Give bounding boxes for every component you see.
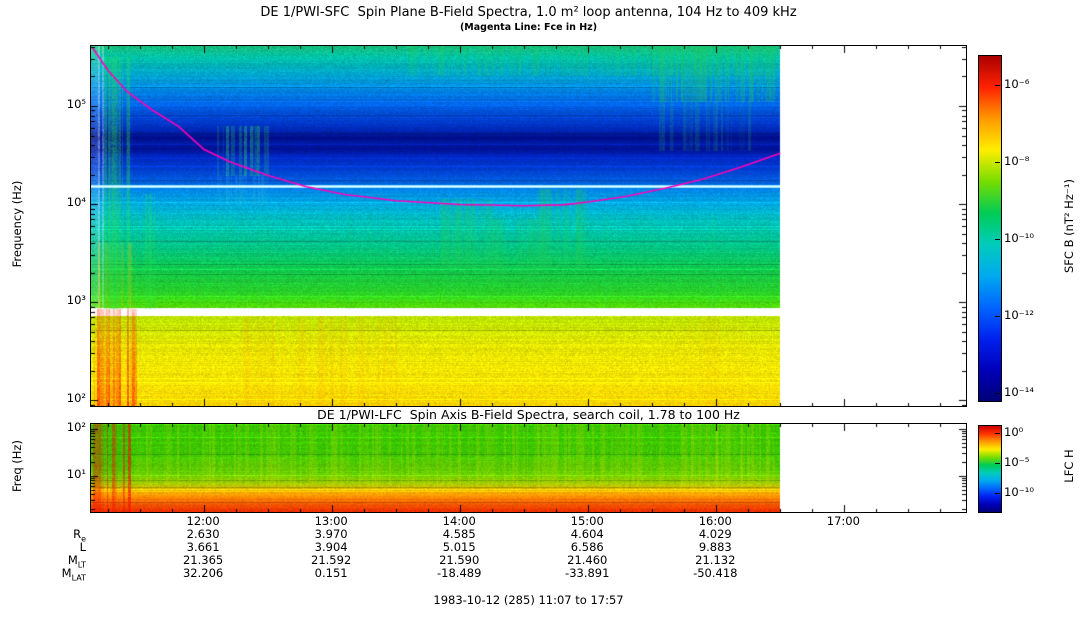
lfc-colorbar-tick — [995, 463, 1000, 464]
sfc-colorbar — [978, 55, 1002, 402]
ephemeris-value: 0.151 — [296, 567, 366, 580]
ephemeris-value: -33.891 — [552, 567, 622, 580]
sfc-colorbar-tick-label: 10⁻¹⁰ — [1004, 231, 1034, 245]
sfc-colorbar-tick — [995, 393, 1000, 394]
sfc-y-tick-label: 10⁴ — [34, 195, 86, 209]
lfc-colorbar-tick — [995, 433, 1000, 434]
lfc-spectrogram-canvas — [91, 424, 966, 512]
sfc-spectrogram-panel — [90, 45, 967, 407]
sfc-colorbar-title: SFC B (nT² Hz⁻¹) — [1062, 141, 1076, 311]
sfc-title: DE 1/PWI-SFC Spin Plane B-Field Spectra,… — [90, 5, 967, 20]
sfc-colorbar-tick-label: 10⁻⁸ — [1004, 154, 1029, 168]
sfc-y-tick-label: 10² — [34, 391, 86, 405]
sfc-y-tick-label: 10⁵ — [34, 97, 86, 111]
lfc-colorbar-tick-label: 10⁻¹⁰ — [1004, 485, 1034, 499]
lfc-y-axis-title: Freq (Hz) — [10, 426, 24, 506]
ephemeris-value: -50.418 — [680, 567, 750, 580]
lfc-title: DE 1/PWI-LFC Spin Axis B-Field Spectra, … — [90, 407, 967, 422]
ephemeris-value: 32.206 — [168, 567, 238, 580]
lfc-colorbar-tick-label: 10⁻⁵ — [1004, 455, 1029, 469]
lfc-spectrogram-panel — [90, 423, 967, 513]
lfc-y-tick-label: 10¹ — [34, 467, 86, 481]
x-tick-label: 17:00 — [813, 514, 873, 528]
sfc-colorbar-tick — [995, 316, 1000, 317]
sfc-subtitle: (Magenta Line: Fce in Hz) — [90, 22, 967, 33]
sfc-colorbar-tick — [995, 239, 1000, 240]
lfc-colorbar — [978, 425, 1002, 513]
x-tick-label: 16:00 — [685, 514, 745, 528]
sfc-y-axis-title: Frequency (Hz) — [10, 144, 24, 304]
ephemeris-value: -18.489 — [424, 567, 494, 580]
lfc-colorbar-title: LFC H — [1062, 426, 1076, 506]
sfc-colorbar-tick-label: 10⁻¹² — [1004, 308, 1034, 322]
x-tick-label: 12:00 — [173, 514, 233, 528]
ephemeris-row-label: L — [36, 541, 86, 554]
lfc-y-tick-label: 10² — [34, 420, 86, 434]
sfc-spectrogram-canvas — [91, 46, 966, 406]
time-range-footer: 1983-10-12 (285) 11:07 to 17:57 — [90, 594, 967, 607]
ephemeris-row-label: MLAT — [36, 567, 86, 584]
spectrogram-figure: DE 1/PWI-SFC Spin Plane B-Field Spectra,… — [0, 0, 1083, 620]
sfc-colorbar-tick — [995, 162, 1000, 163]
x-tick-label: 15:00 — [557, 514, 617, 528]
sfc-colorbar-tick — [995, 85, 1000, 86]
x-tick-label: 14:00 — [429, 514, 489, 528]
x-tick-label: 13:00 — [301, 514, 361, 528]
sfc-colorbar-tick-label: 10⁻⁶ — [1004, 77, 1029, 91]
sfc-colorbar-tick-label: 10⁻¹⁴ — [1004, 385, 1034, 399]
sfc-y-tick-label: 10³ — [34, 293, 86, 307]
lfc-colorbar-tick-label: 10⁰ — [1004, 425, 1023, 439]
lfc-colorbar-tick — [995, 493, 1000, 494]
